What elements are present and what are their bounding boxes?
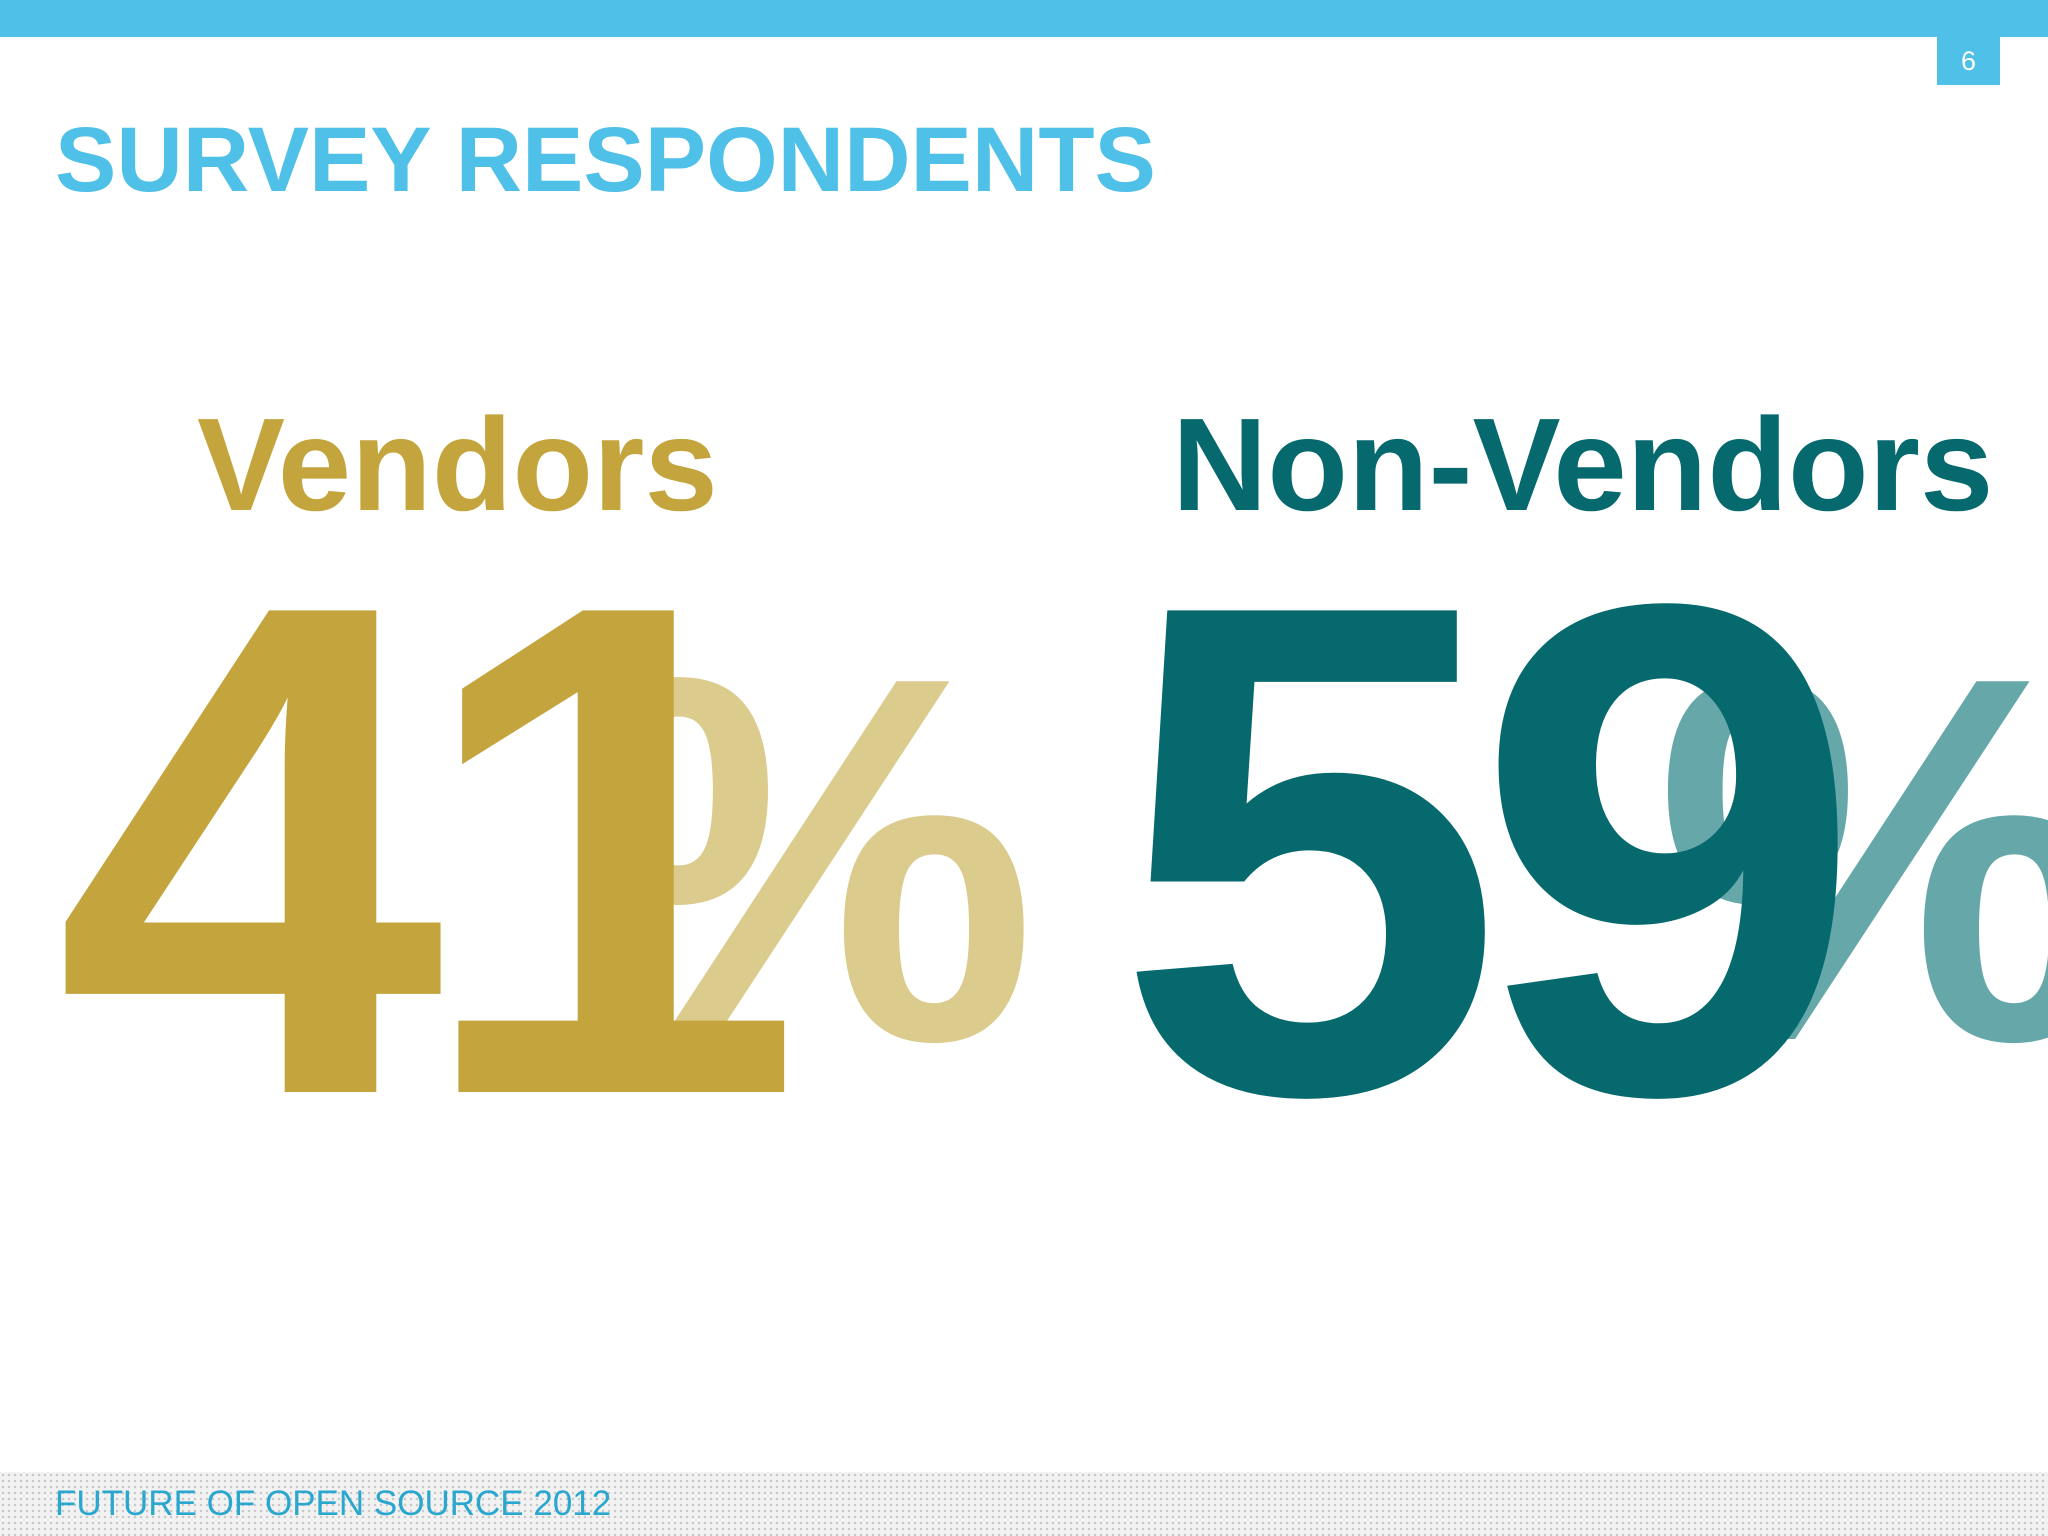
non-vendors-percent-sign: % <box>1655 600 2048 1120</box>
footer-bar: FUTURE OF OPEN SOURCE 2012 <box>0 1472 2048 1536</box>
vendors-label: Vendors <box>197 391 718 538</box>
page-number: 6 <box>1937 37 2000 85</box>
footer-text: FUTURE OF OPEN SOURCE 2012 <box>55 1484 612 1523</box>
slide-title: SURVEY RESPONDENTS <box>55 109 1156 211</box>
vendors-percentage-value: 41 <box>55 459 804 1241</box>
non-vendors-label: Non-Vendors <box>1172 391 1994 538</box>
vendors-percent-sign: % <box>575 569 1038 1150</box>
non-vendors-stat: % 59 <box>1115 560 2048 1140</box>
vendors-stat: % 41 <box>55 459 1037 1241</box>
non-vendors-percentage-value: 59 <box>1115 560 1864 1140</box>
top-accent-bar <box>0 0 2048 37</box>
